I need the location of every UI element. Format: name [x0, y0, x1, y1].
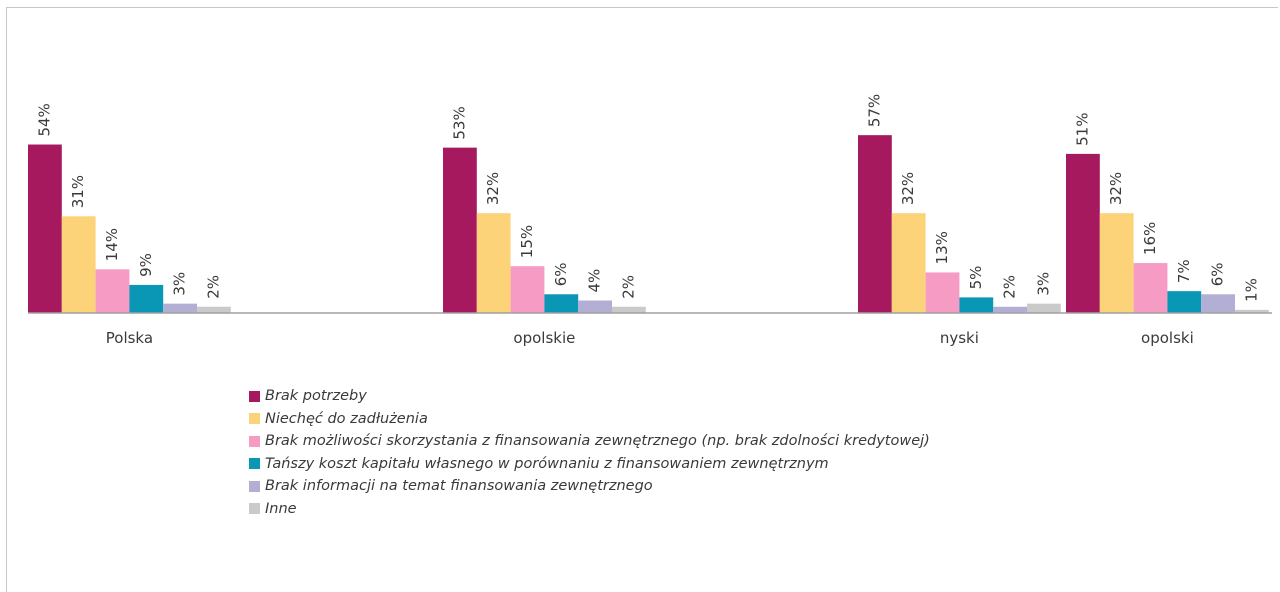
value-label: 3%: [171, 272, 189, 296]
legend-swatch: [249, 435, 260, 447]
category-label: Polska: [106, 329, 153, 347]
legend-swatch: [249, 458, 260, 470]
legend-label: Brak potrzeby: [265, 388, 367, 405]
bar-Polska-series-0: [28, 144, 62, 313]
value-label: 6%: [552, 262, 570, 286]
category-label: opolski: [1141, 329, 1194, 347]
legend-item: Niechęć do zadłużenia: [249, 408, 930, 431]
value-label: 53%: [450, 106, 468, 139]
legend-swatch: [249, 413, 260, 425]
bar-opolski-series-3: [1167, 291, 1202, 313]
bar-opolski-series-4: [1201, 294, 1235, 313]
value-label: 32%: [1107, 172, 1125, 205]
bar-opolskie-series-5: [612, 306, 646, 313]
value-label: 3%: [1034, 272, 1052, 296]
value-label: 7%: [1175, 259, 1193, 283]
legend-swatch: [249, 503, 260, 515]
bar-Polska-series-5: [197, 306, 231, 313]
chart-legend: Brak potrzeby Niechęć do zadłużenia Brak m…: [249, 385, 930, 520]
bar-Polska-series-1: [61, 216, 96, 313]
value-label: 57%: [865, 94, 883, 127]
value-label: 4%: [586, 269, 604, 293]
value-label: 15%: [518, 225, 536, 258]
value-label: 9%: [137, 253, 155, 277]
bar-opolskie-series-4: [578, 300, 612, 313]
category-label: nyski: [940, 329, 979, 347]
bar-Polska-series-2: [95, 269, 130, 313]
legend-label: Tańszy koszt kapitału własnego w porówna…: [265, 455, 829, 472]
value-label: 32%: [484, 172, 502, 205]
bar-nyski-series-0: [858, 135, 892, 313]
legend-label: Brak możliwości skorzystania z finansowa…: [265, 433, 930, 450]
legend-item: Brak potrzeby: [249, 385, 930, 408]
value-label: 6%: [1209, 262, 1227, 286]
chart-frame: [6, 7, 1278, 592]
value-label: 54%: [35, 103, 53, 136]
bar-opolskie-series-0: [443, 147, 477, 313]
bar-nyski-series-4: [993, 306, 1027, 313]
legend-label: Inne: [265, 500, 297, 517]
legend-item: Tańszy koszt kapitału własnego w porówna…: [249, 453, 930, 476]
value-label: 1%: [1242, 278, 1260, 302]
value-label: 2%: [204, 275, 222, 299]
bar-Polska-series-3: [129, 284, 164, 313]
legend-label: Niechęć do zadłużenia: [265, 410, 428, 427]
legend-swatch: [249, 480, 260, 492]
bar-opolski-series-2: [1133, 263, 1168, 313]
value-label: 16%: [1141, 222, 1159, 255]
bar-nyski-series-2: [925, 272, 960, 313]
value-label: 13%: [933, 231, 951, 264]
value-label: 32%: [899, 172, 917, 205]
bar-Polska-series-4: [163, 303, 197, 313]
bar-opolskie-series-2: [510, 266, 545, 313]
bar-nyski-series-3: [959, 297, 994, 313]
value-label: 14%: [103, 228, 121, 261]
legend-label: Brak informacji na temat finansowania ze…: [265, 478, 653, 495]
bar-opolskie-series-1: [476, 213, 511, 313]
bar-opolski-series-0: [1066, 153, 1100, 313]
bar-chart: 54% 31% 14% 9% 3% 2% 53% 32% 15% 6% 4% 2% 57% 32% 13% 5…: [28, 94, 1272, 347]
bar-nyski-series-1: [891, 213, 926, 313]
value-label: 2%: [1001, 275, 1019, 299]
bar-opolskie-series-3: [544, 294, 579, 313]
legend-item: Inne: [249, 498, 930, 521]
category-label: opolskie: [513, 329, 575, 347]
value-label: 51%: [1073, 113, 1091, 146]
legend-item: Brak możliwości skorzystania z finansowa…: [249, 430, 930, 453]
value-label: 5%: [967, 266, 985, 290]
value-label: 2%: [619, 275, 637, 299]
legend-swatch: [249, 390, 260, 402]
bar-nyski-series-5: [1027, 303, 1061, 313]
value-label: 31%: [69, 175, 87, 208]
bar-opolski-series-5: [1235, 309, 1269, 313]
bar-opolski-series-1: [1099, 213, 1134, 313]
legend-item: Brak informacji na temat finansowania ze…: [249, 475, 930, 498]
